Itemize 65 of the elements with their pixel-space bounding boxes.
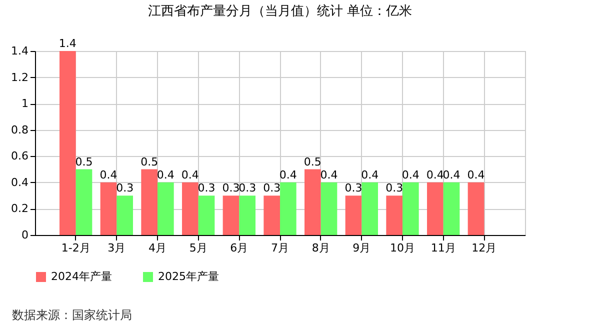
bar xyxy=(158,182,174,235)
data-label: 0.4 xyxy=(279,168,297,182)
bar xyxy=(76,169,92,235)
data-label: 0.4 xyxy=(402,168,420,182)
legend-label: 2025年产量 xyxy=(158,270,219,283)
bar xyxy=(141,169,158,235)
data-label: 0.3 xyxy=(263,182,281,195)
data-label: 0.4 xyxy=(320,168,338,182)
bar xyxy=(402,182,419,235)
bar xyxy=(264,196,280,235)
bar xyxy=(60,51,76,235)
data-label: 0.5 xyxy=(304,155,322,168)
bar xyxy=(468,182,484,235)
y-tick-label: 1 xyxy=(22,97,28,110)
bar xyxy=(345,196,362,235)
data-label: 0.3 xyxy=(386,182,404,195)
legend-label: 2024年产量 xyxy=(51,270,112,283)
bar xyxy=(362,182,378,235)
bar xyxy=(443,182,460,235)
x-tick-label: 11月 xyxy=(430,242,456,254)
y-tick-label: 0.8 xyxy=(11,123,28,136)
data-label: 0.3 xyxy=(222,182,240,195)
data-label: 0.4 xyxy=(467,168,485,182)
data-label: 0.3 xyxy=(238,182,256,195)
data-label: 0.4 xyxy=(361,168,379,182)
x-tick-label: 3月 xyxy=(108,242,126,254)
data-label: 0.3 xyxy=(116,182,134,195)
y-tick-label: 1.2 xyxy=(11,70,28,84)
y-tick-label: 0.4 xyxy=(11,176,28,189)
bar xyxy=(304,169,321,235)
source-note: 数据来源：国家统计局 xyxy=(12,307,132,324)
x-tick-label: 6月 xyxy=(230,242,248,254)
bar xyxy=(386,196,402,235)
bar xyxy=(427,182,444,235)
y-tick-label: 1.4 xyxy=(11,44,28,58)
bar xyxy=(222,196,240,235)
data-label: 0.4 xyxy=(181,168,199,182)
x-tick-label: 7月 xyxy=(271,242,289,254)
x-tick-label: 5月 xyxy=(189,242,208,254)
data-label: 0.5 xyxy=(140,155,158,168)
data-label: 0.3 xyxy=(344,182,362,195)
data-label: 0.4 xyxy=(442,168,460,182)
x-tick-label: 1-2月 xyxy=(61,242,90,254)
data-label: 0.4 xyxy=(426,168,444,182)
bar xyxy=(239,196,256,235)
x-tick-label: 4月 xyxy=(148,242,166,254)
data-label: 0.4 xyxy=(100,168,118,182)
x-tick-label: 9月 xyxy=(352,242,371,254)
data-label: 0.4 xyxy=(156,168,174,182)
y-tick-label: 0 xyxy=(22,228,28,242)
bar xyxy=(280,182,296,235)
chart-title: 江西省布产量分月（当月值）统计 单位：亿米 xyxy=(148,4,412,19)
data-label: 0.5 xyxy=(75,155,93,168)
bar xyxy=(198,196,215,235)
y-tick-label: 0.6 xyxy=(11,150,28,163)
y-tick-label: 0.2 xyxy=(11,202,28,216)
x-tick-label: 10月 xyxy=(390,242,415,254)
bar xyxy=(320,182,338,235)
bar xyxy=(182,182,198,235)
data-label: 1.4 xyxy=(58,37,76,50)
x-tick-label: 12月 xyxy=(472,242,497,254)
data-label: 0.3 xyxy=(198,182,216,195)
bar xyxy=(100,182,117,235)
x-tick-label: 8月 xyxy=(312,242,330,254)
bar xyxy=(116,196,133,235)
